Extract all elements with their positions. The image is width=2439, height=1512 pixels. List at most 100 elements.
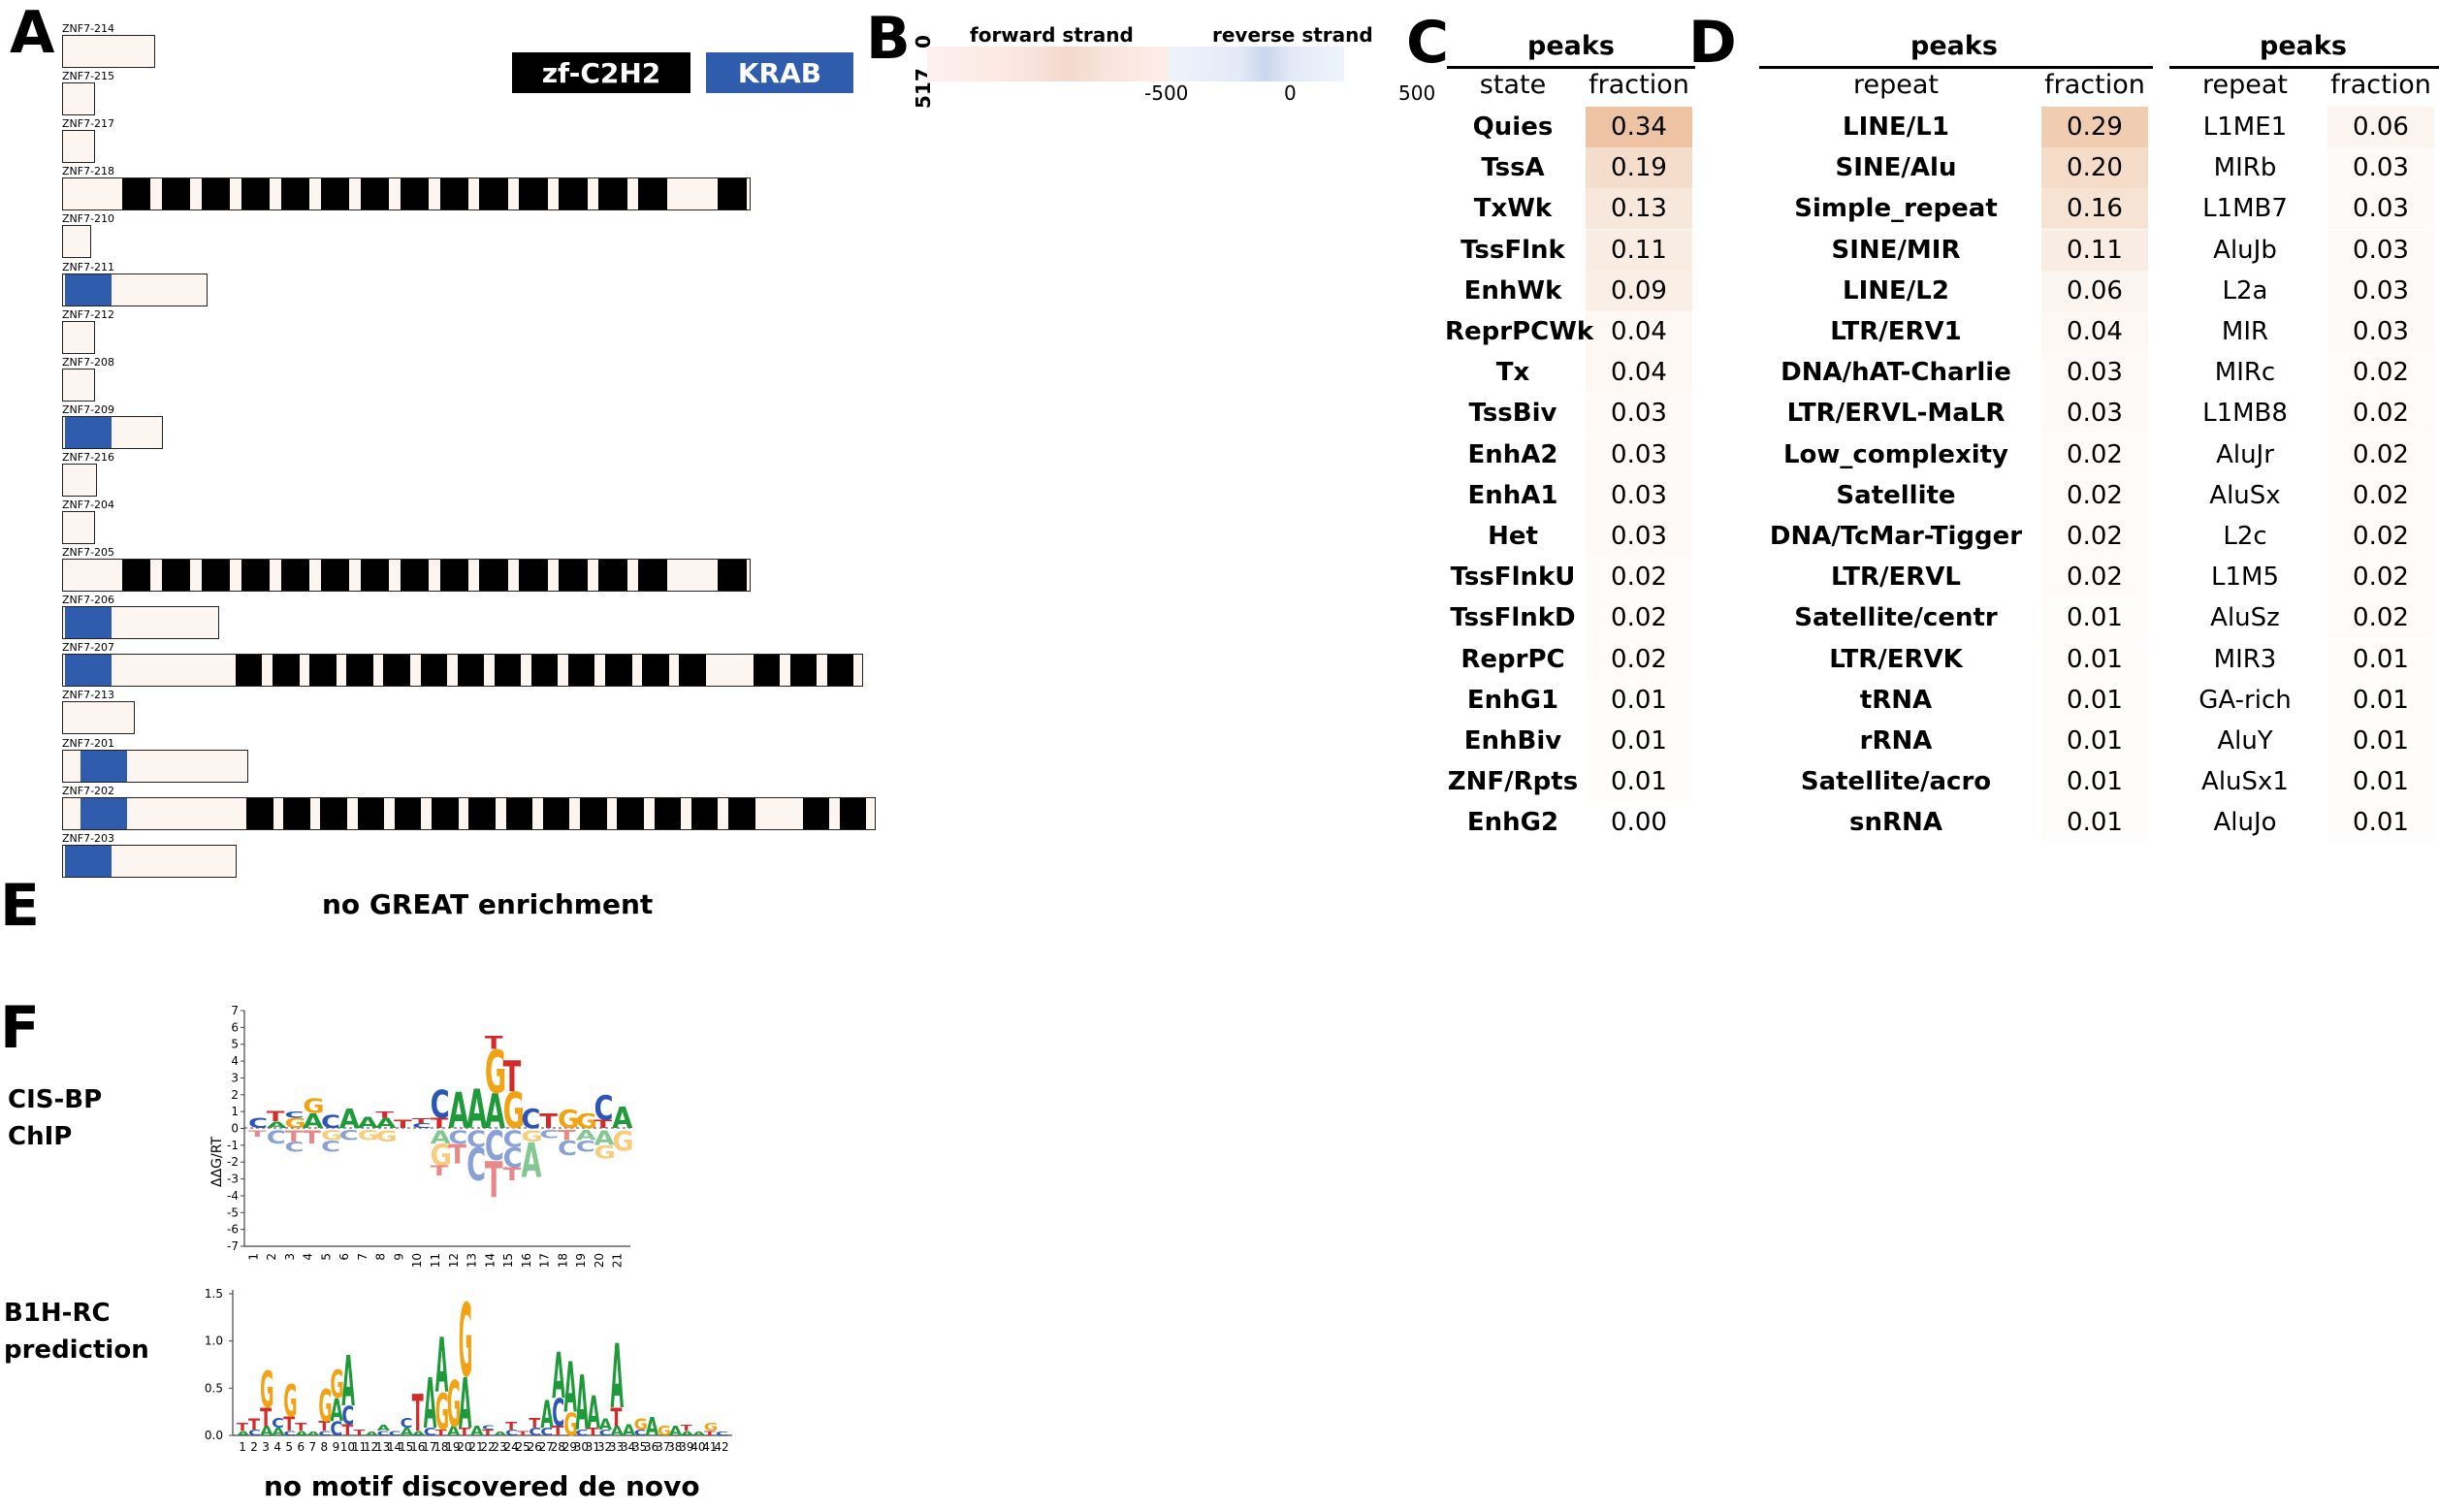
repeat-subfamily-row-fraction: 0.01 (2353, 685, 2409, 715)
state-fraction-shade (1586, 434, 1692, 475)
b1h-xtick: 4 (273, 1440, 281, 1454)
motif-letter-c: C (503, 1142, 523, 1174)
zf-c2h2-domain (309, 655, 337, 687)
motif-letter-a: A (540, 1394, 554, 1437)
zf-c2h2-domain (617, 797, 644, 829)
repeat-family-row-fraction: 0.02 (2067, 563, 2123, 593)
motif-letter-c: C (272, 1416, 284, 1431)
state-fraction-shade (1586, 311, 1692, 352)
motif-letter-c: C (503, 1126, 523, 1152)
repeat-subfamily-row-fraction: 0.02 (2353, 522, 2409, 551)
b1h-ytick: 0.0 (205, 1429, 223, 1442)
repeat-family-fraction-shade (2041, 434, 2148, 475)
b1h-ytick: 1.0 (205, 1335, 223, 1348)
motif-letter-t: T (285, 1128, 304, 1146)
cisbp-xtick: 2 (265, 1253, 278, 1261)
state-fraction-shade (1586, 597, 1692, 639)
repeat-subfamily-row-label: MIRb (2213, 153, 2277, 183)
motif-letter-c: C (598, 1429, 611, 1437)
state-row-label: Tx (1495, 358, 1530, 388)
isoform-bar (62, 654, 863, 688)
motif-letter-c: C (594, 1089, 613, 1128)
state-row-label: ReprPCWk (1445, 317, 1594, 346)
repeat-subfamily-row-label: L1MB7 (2202, 194, 2288, 224)
repeat-family-row-fraction: 0.01 (2067, 644, 2123, 674)
repeat-family-fraction-shade (2041, 557, 2148, 598)
zf-c2h2-domain (605, 655, 632, 687)
zf-c2h2-domain (383, 655, 410, 687)
cisbp-ytick: -3 (227, 1173, 239, 1186)
isoform-bar (62, 511, 95, 544)
panel-letter-a: A (10, 0, 55, 67)
repeat-family-fraction-shade (2041, 147, 2148, 189)
motif-letter-g: G (330, 1364, 343, 1407)
heatmap-xtick-neg500: -500 (1144, 81, 1189, 105)
denovo-motif-note: no motif discovered de novo (264, 1470, 700, 1502)
isoform-bar (62, 368, 95, 402)
zf-c2h2-domain (346, 655, 373, 687)
motif-letter-a: A (692, 1432, 706, 1437)
panel-letter-f: F (0, 994, 40, 1062)
state-fraction-shade (1586, 474, 1692, 516)
motif-letter-t: T (375, 1110, 394, 1120)
repeat-subfamily-row-fraction: 0.01 (2353, 767, 2409, 797)
b1h-xtick: 5 (285, 1440, 293, 1454)
krab-domain (80, 797, 127, 829)
motif-letter-a: A (612, 1101, 633, 1136)
motif-letter-t: T (412, 1385, 424, 1443)
state-row-fraction: 0.03 (1611, 522, 1667, 551)
repeat-family-fraction-shade (2041, 107, 2148, 147)
state-row-fraction: 0.03 (1611, 399, 1667, 429)
b1h-ytick: 0.5 (205, 1381, 223, 1395)
zf-c2h2-domain (201, 560, 231, 592)
isoform-label: ZNF7-217 (62, 117, 115, 131)
zf-c2h2-domain (718, 560, 747, 592)
motif-letter-g: G (375, 1128, 397, 1146)
motif-letter-c: C (521, 1104, 540, 1135)
repeat-subfamily-fraction-shade (2327, 311, 2434, 352)
zf-c2h2-domain (280, 178, 310, 210)
state-row-fraction: 0.03 (1611, 439, 1667, 469)
motif-letter-a: A (339, 1104, 361, 1135)
cisbp-ytick: -4 (227, 1189, 239, 1203)
cisbp-xtick: 3 (283, 1253, 297, 1261)
motif-letter-g: G (594, 1142, 615, 1163)
cisbp-xtick: 18 (556, 1253, 569, 1268)
repeat-family-fraction-shade (2041, 393, 2148, 434)
cisbp-ytick: -1 (227, 1139, 239, 1152)
state-row-fraction: 0.02 (1611, 563, 1667, 593)
isoform-bar (62, 559, 751, 593)
zf-c2h2-domain (241, 178, 271, 210)
b1h-xtick: 40 (690, 1440, 705, 1454)
motif-letter-a: A (521, 1134, 541, 1189)
isoform-bar (62, 273, 208, 306)
motif-letter-t: T (353, 1429, 366, 1437)
motif-letter-c: C (576, 1138, 595, 1156)
motif-letter-c: C (285, 1140, 305, 1155)
motif-letter-a: A (552, 1340, 565, 1413)
repeat-family-row-label: LTR/ERVL-MaLR (1786, 399, 2006, 429)
table-c-header: peaks (1527, 31, 1615, 61)
motif-letter-c: C (321, 1138, 340, 1156)
b1h-xtick: 39 (679, 1440, 693, 1454)
repeat-subfamily-row-label: L1ME1 (2202, 113, 2288, 142)
legend-krab: KRAB (706, 52, 853, 93)
b1h-xtick: 14 (387, 1440, 401, 1454)
repeat-family-table: peaks repeat fraction LINE/L1 0.29 SINE/Al… (1755, 29, 2163, 863)
repeat-family-fraction-shade (2041, 311, 2148, 352)
b1h-xtick: 30 (574, 1440, 589, 1454)
motif-letter-g: G (435, 1384, 449, 1442)
zf-c2h2-domain (638, 178, 667, 210)
motif-letter-a: A (459, 1366, 472, 1445)
motif-letter-c: C (389, 1431, 401, 1437)
heatmap-xtick-500: 500 (1398, 81, 1436, 105)
repeat-subfamily-row-fraction: 0.03 (2353, 235, 2409, 265)
cisbp-xtick: 11 (429, 1253, 442, 1268)
repeat-subfamily-row-fraction: 0.02 (2353, 563, 2409, 593)
motif-letter-t: T (267, 1110, 285, 1125)
cisbp-xtick: 20 (593, 1253, 606, 1268)
cisbp-xtick: 1 (246, 1253, 260, 1261)
motif-letter-a: A (485, 1085, 505, 1141)
krab-domain (65, 273, 112, 306)
state-fraction-shade (1586, 679, 1692, 721)
